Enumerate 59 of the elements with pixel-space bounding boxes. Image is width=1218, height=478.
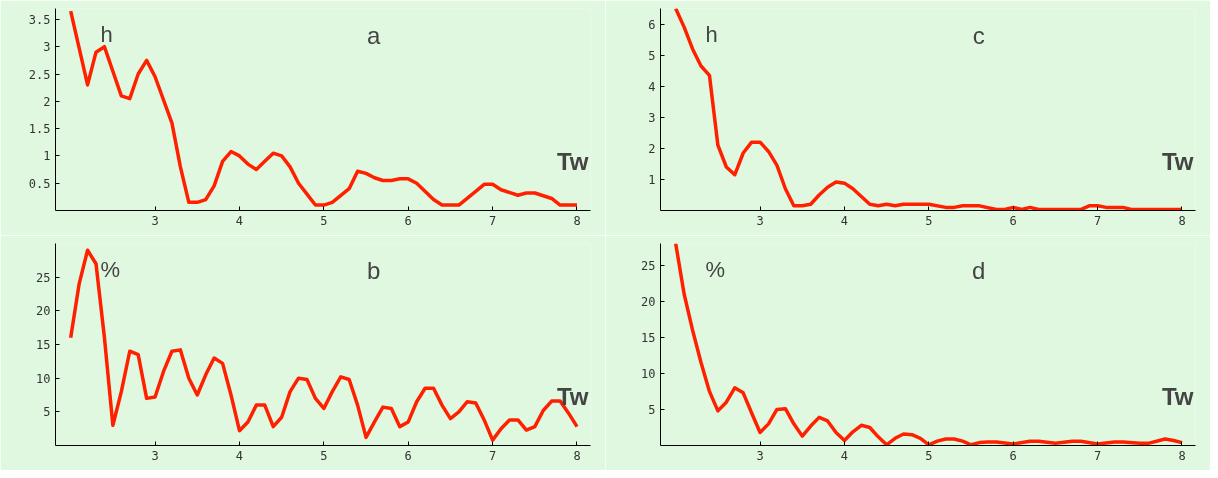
y-tick-label: 2.5 (28, 67, 51, 82)
y-tick-label: 0.5 (28, 176, 51, 191)
x-axis-title: Tw (1161, 147, 1194, 175)
y-tick-label: 1 (648, 172, 656, 187)
y-tick-label: 5 (648, 402, 656, 417)
x-tick-label: 7 (1094, 448, 1102, 463)
y-axis-title: h (100, 21, 113, 47)
x-tick-label: 7 (1094, 213, 1102, 228)
x-tick-label: 8 (573, 448, 581, 463)
x-tick-label: 5 (320, 448, 328, 463)
x-tick-label: 4 (840, 448, 849, 463)
x-tick-label: 6 (1009, 448, 1017, 463)
x-tick-label: 6 (404, 213, 412, 228)
y-tick-label: 2 (43, 94, 51, 109)
x-tick-label: 5 (320, 213, 328, 228)
y-axis-title: % (705, 256, 726, 282)
x-tick-label: 5 (925, 448, 933, 463)
x-tick-label: 5 (925, 213, 933, 228)
x-tick-label: 3 (756, 213, 764, 228)
x-tick-label: 8 (573, 213, 581, 228)
y-tick-label: 20 (36, 304, 51, 319)
x-tick-label: 6 (404, 448, 412, 463)
x-axis-title: Tw (556, 147, 589, 175)
y-tick-label: 2 (648, 141, 656, 156)
x-axis-title: Tw (1161, 382, 1194, 410)
x-tick-label: 4 (840, 213, 849, 228)
text: a (366, 21, 381, 49)
y-tick-label: 6 (648, 17, 656, 32)
x-tick-label: 3 (151, 213, 159, 228)
x-tick-label: 4 (235, 448, 244, 463)
x-tick-label: 3 (756, 448, 764, 463)
y-tick-label: 15 (36, 338, 51, 352)
y-tick-label: 3 (648, 110, 656, 125)
y-tick-label: 3 (43, 40, 51, 55)
y-tick-label: 10 (641, 366, 656, 381)
text: b (366, 256, 381, 284)
x-tick-label: 7 (489, 448, 497, 463)
text: d (971, 256, 986, 284)
text: c (972, 21, 985, 49)
y-tick-label: 5 (43, 405, 51, 420)
x-tick-label: 4 (235, 213, 244, 228)
y-tick-label: 25 (641, 258, 656, 273)
x-tick-label: 7 (489, 213, 497, 228)
y-tick-label: 20 (641, 294, 656, 309)
x-axis-title: Tw (556, 382, 589, 410)
y-tick-label: 3.5 (28, 12, 51, 27)
y-tick-label: 10 (36, 371, 51, 386)
x-tick-label: 3 (151, 448, 159, 463)
x-tick-label: 8 (1178, 448, 1186, 463)
x-tick-label: 8 (1178, 213, 1186, 228)
y-tick-label: 5 (648, 48, 656, 63)
y-tick-label: 1 (43, 149, 51, 164)
y-tick-label: 25 (36, 270, 51, 285)
y-axis-title: % (100, 256, 121, 282)
y-axis-title: h (705, 21, 718, 47)
x-tick-label: 6 (1009, 213, 1017, 228)
y-tick-label: 4 (648, 79, 656, 94)
y-tick-label: 15 (641, 330, 656, 345)
y-tick-label: 1.5 (28, 122, 51, 137)
